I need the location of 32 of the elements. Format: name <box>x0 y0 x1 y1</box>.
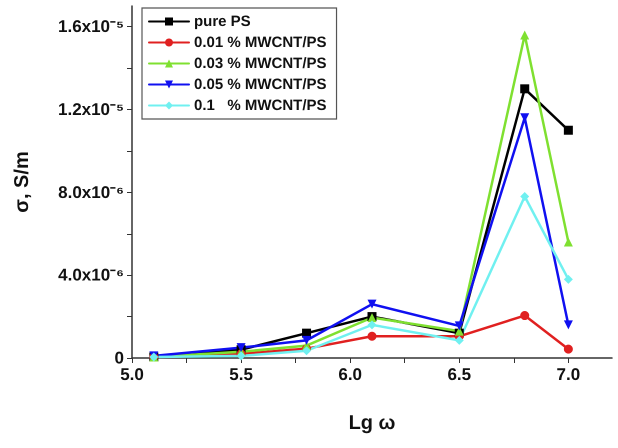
x-tick-label: 5.0 <box>120 365 144 384</box>
y-axis-title: σ, S/m <box>11 151 33 213</box>
point <box>368 300 376 309</box>
y-tick-label: 0 <box>114 348 124 368</box>
legend-label: 0.03 % MWCNT/PS <box>194 55 327 72</box>
point <box>454 321 464 330</box>
point <box>302 336 312 345</box>
legend-label: pure PS <box>194 13 251 30</box>
point <box>564 320 573 330</box>
point <box>454 336 464 345</box>
point <box>564 126 573 135</box>
x-tick-label: 6.0 <box>338 365 362 384</box>
point <box>368 320 376 330</box>
legend-label: 0.01 % MWCNT/PS <box>194 34 327 51</box>
y-tick-label: 8.0x10⁻⁶ <box>58 182 124 202</box>
point <box>520 30 530 40</box>
point <box>564 274 573 284</box>
x-axis-title: Lg ω <box>348 412 396 434</box>
point <box>520 84 530 94</box>
point <box>520 192 530 201</box>
point <box>564 344 573 354</box>
x-tick-label: 7.0 <box>556 365 580 384</box>
legend-label: 0.05 % MWCNT/PS <box>194 76 327 93</box>
y-tick-label: 1.6x10⁻⁵ <box>58 17 124 36</box>
x-tick-label: 5.5 <box>229 365 253 384</box>
y-tick-label: 4.0x10⁻⁶ <box>58 266 124 285</box>
point <box>368 332 376 341</box>
point <box>520 311 530 320</box>
y-tick-label: 1.2x10⁻⁵ <box>58 100 124 120</box>
point <box>564 238 573 247</box>
legend-label: 0.1 % MWCNT/PS <box>194 97 327 114</box>
x-tick-label: 6.5 <box>447 365 472 384</box>
